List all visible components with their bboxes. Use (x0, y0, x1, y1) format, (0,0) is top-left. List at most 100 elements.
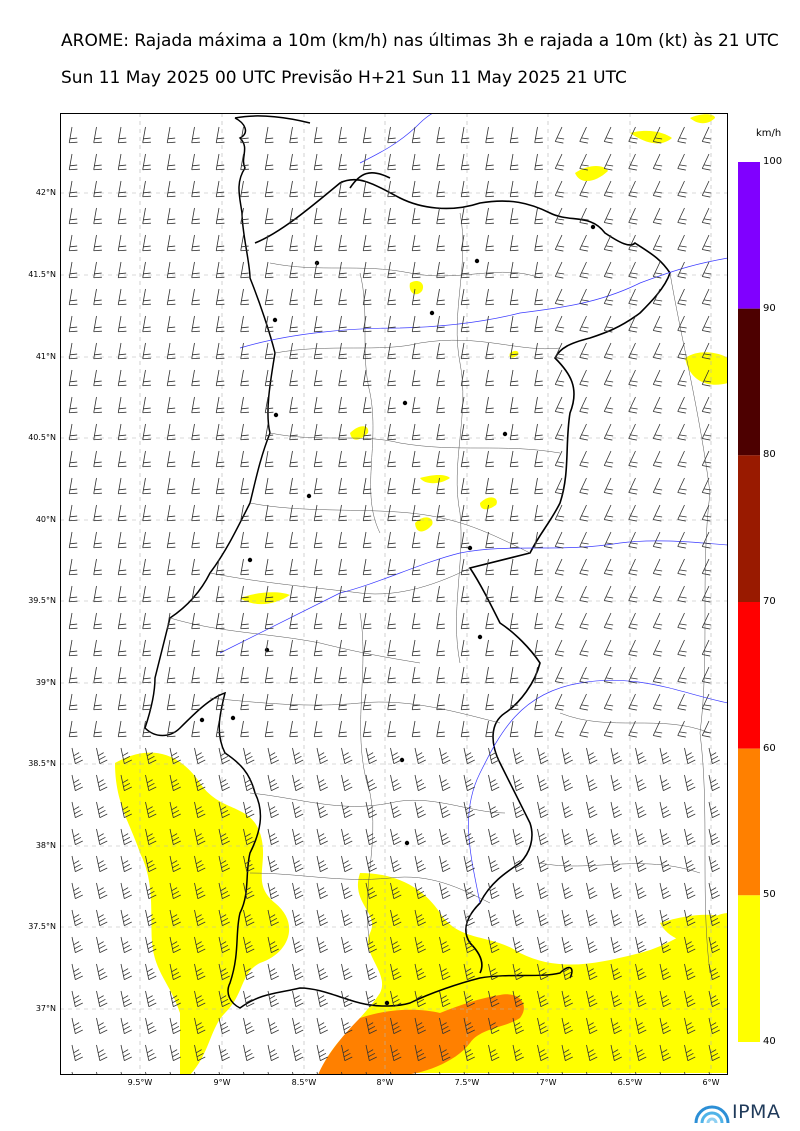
wind-barb (68, 639, 78, 657)
wind-barb (264, 720, 274, 738)
wind-barb (166, 612, 176, 630)
wind-barb (439, 747, 451, 765)
wind-barb (509, 288, 519, 306)
wind-barb (264, 693, 274, 711)
colorbar (738, 162, 760, 1042)
wind-barb (628, 234, 638, 252)
colorbar-tick-label: 40 (763, 1036, 776, 1047)
wind-barb (117, 315, 127, 333)
wind-barb (652, 234, 663, 252)
wind-barb (652, 342, 663, 360)
wind-barb (71, 882, 83, 900)
wind-barb (313, 477, 323, 495)
wind-barb (191, 396, 200, 414)
wind-barb (387, 639, 396, 657)
wind-barb (534, 558, 543, 576)
city-marker (477, 634, 483, 640)
wind-barb (292, 1017, 304, 1035)
wind-barb (71, 1044, 83, 1062)
wind-barb (218, 747, 230, 765)
wind-barb (439, 1017, 451, 1035)
wind-barb (603, 180, 614, 198)
wind-barb (537, 747, 549, 765)
wind-barb (166, 126, 176, 144)
wind-barb (436, 396, 445, 414)
wind-barb (554, 234, 565, 252)
wind-barb (414, 882, 426, 900)
wind-barb (215, 153, 225, 171)
wind-barb (267, 990, 279, 1008)
wind-barb (436, 639, 445, 657)
wind-barb (561, 882, 573, 900)
wind-barb (414, 909, 426, 927)
wind-barb (509, 612, 519, 630)
wind-barb (117, 531, 127, 549)
wind-barb (68, 180, 78, 198)
wind-barb (218, 936, 230, 954)
wind-barb (68, 450, 78, 468)
wind-barb (610, 963, 622, 981)
wind-barb (554, 639, 565, 657)
wind-barb (191, 315, 200, 333)
wind-barb (292, 774, 304, 792)
wind-barb (338, 720, 347, 738)
wind-barb (215, 369, 225, 387)
wind-barb (652, 612, 663, 630)
wind-barb (93, 207, 102, 225)
wind-barb (677, 477, 687, 495)
wind-barb (485, 720, 494, 738)
wind-barb (534, 315, 543, 333)
wind-barb (387, 315, 396, 333)
wind-barb (677, 504, 687, 522)
wind-barb (117, 288, 127, 306)
wind-barb (534, 396, 543, 414)
wind-barb (387, 288, 396, 306)
wind-barb (313, 504, 323, 522)
wind-barb (362, 666, 372, 684)
wind-barb (554, 450, 565, 468)
lat-tick-label: 37°N (35, 1004, 56, 1013)
wind-barb (485, 207, 494, 225)
wind-barb (635, 855, 647, 873)
wind-barb (145, 882, 157, 900)
wind-barb (191, 720, 200, 738)
wind-barb (701, 504, 712, 522)
wind-barb (166, 639, 176, 657)
wind-barb (387, 477, 396, 495)
wind-barb (96, 936, 108, 954)
wind-barb (142, 342, 151, 360)
wind-barb (610, 747, 622, 765)
wind-barb (338, 666, 347, 684)
wind-barb (313, 234, 323, 252)
wind-barb (554, 180, 565, 198)
wind-barb (439, 936, 451, 954)
wind-barb (534, 504, 543, 522)
wind-barb (411, 720, 421, 738)
wind-barb (267, 936, 279, 954)
wind-barb (677, 126, 687, 144)
wind-barb (579, 369, 589, 387)
wind-barb (586, 1044, 598, 1062)
wind-barb (708, 1017, 720, 1035)
wind-barb (463, 801, 475, 819)
city-marker (230, 715, 236, 721)
wind-barb (292, 990, 304, 1008)
wind-barb (603, 126, 614, 144)
wind-barb (652, 504, 663, 522)
wind-barb (169, 963, 181, 981)
wind-barb (341, 936, 353, 954)
wind-barb (652, 693, 663, 711)
wind-barb (488, 909, 500, 927)
wind-barb (142, 558, 151, 576)
lon-tick-label: 8.5°W (291, 1078, 317, 1087)
wind-barb (120, 936, 132, 954)
wind-barb (579, 531, 589, 549)
wind-barb (166, 315, 176, 333)
wind-barb (512, 774, 524, 792)
wind-barb (96, 963, 108, 981)
wind-barb (93, 342, 102, 360)
wind-barb (117, 180, 127, 198)
wind-barb (603, 423, 614, 441)
wind-barb (463, 936, 475, 954)
wind-barb (579, 261, 589, 279)
